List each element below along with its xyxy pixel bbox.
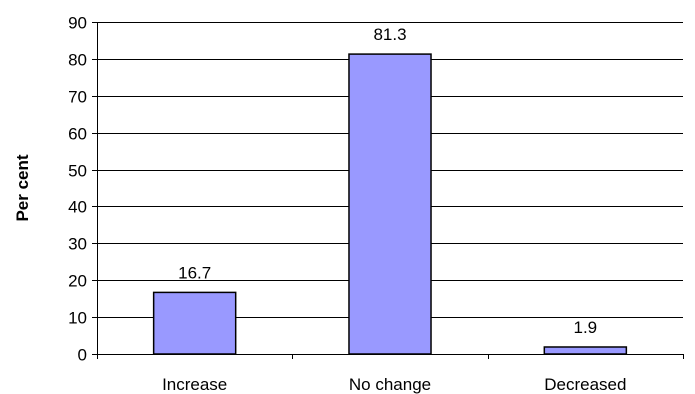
labels: 0 10 20 30 40 50 60 70 80 90 16.7 Increase 81.3 No ch…: [68, 14, 626, 394]
y-tick-label-70: 70: [68, 88, 87, 107]
bars: [152, 53, 628, 355]
x-category-label-decreased: Decreased: [544, 375, 626, 394]
data-label-no-change: 81.3: [373, 25, 406, 44]
y-tick-label-50: 50: [68, 162, 87, 181]
bar-decreased: [543, 346, 628, 355]
data-label-decreased: 1.9: [574, 318, 598, 337]
y-tick-label-30: 30: [68, 235, 87, 254]
y-tick-label-0: 0: [78, 346, 87, 365]
y-tick-label-80: 80: [68, 51, 87, 70]
y-tick-label-60: 60: [68, 125, 87, 144]
x-category-label-increase: Increase: [162, 375, 227, 394]
bar-no-change: [348, 53, 432, 355]
y-tick-label-10: 10: [68, 309, 87, 328]
y-axis-title: Per cent: [13, 154, 32, 221]
bar-increase: [152, 291, 237, 355]
y-tick-label-90: 90: [68, 14, 87, 33]
y-tick-label-40: 40: [68, 198, 87, 217]
data-label-increase: 16.7: [178, 263, 211, 282]
x-category-label-no-change: No change: [349, 375, 431, 394]
y-tick-label-20: 20: [68, 272, 87, 291]
